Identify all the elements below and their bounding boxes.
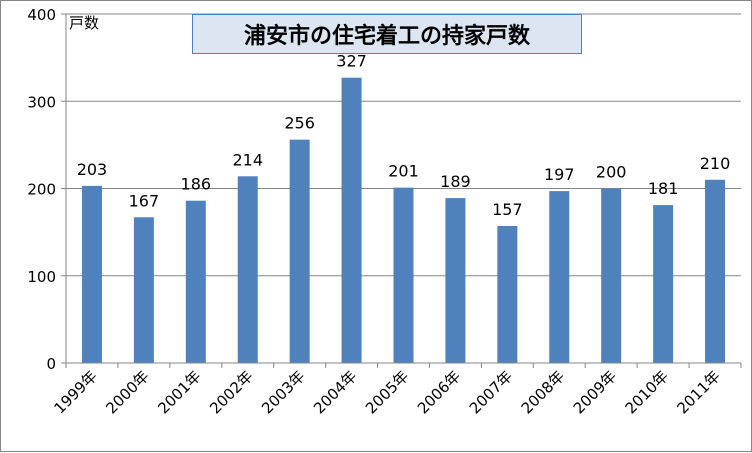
bar bbox=[653, 205, 674, 363]
x-tick-label: 2008年 bbox=[518, 367, 568, 417]
data-label: 214 bbox=[232, 150, 263, 169]
x-tick-label: 2007年 bbox=[466, 367, 516, 417]
x-tick-label: 2006年 bbox=[414, 367, 464, 417]
data-label: 200 bbox=[596, 163, 627, 182]
labels: 0 100 200 300 400 203 1999年 167 2000年 186 2001年 214… bbox=[27, 6, 730, 417]
bars bbox=[81, 77, 726, 363]
y-tick-label: 200 bbox=[27, 181, 56, 199]
x-tick-label: 2004年 bbox=[310, 367, 360, 417]
x-tick-label: 2009年 bbox=[570, 367, 620, 417]
bar bbox=[393, 187, 414, 363]
bar bbox=[133, 217, 154, 363]
bar bbox=[341, 77, 362, 363]
bar bbox=[549, 191, 570, 363]
bar bbox=[289, 139, 310, 363]
x-tick-label: 2011年 bbox=[674, 367, 724, 417]
y-tick-label: 0 bbox=[46, 355, 56, 373]
data-label: 197 bbox=[544, 165, 575, 184]
x-tick-label: 2010年 bbox=[622, 367, 672, 417]
data-label: 167 bbox=[129, 191, 160, 210]
x-tick-label: 2002年 bbox=[206, 367, 256, 417]
x-tick-label: 2003年 bbox=[258, 367, 308, 417]
y-tick-label: 100 bbox=[27, 268, 56, 286]
bar bbox=[601, 188, 622, 363]
bar bbox=[497, 226, 518, 363]
data-label: 189 bbox=[440, 172, 471, 191]
data-label: 203 bbox=[77, 160, 108, 179]
data-label: 210 bbox=[700, 154, 731, 173]
bar bbox=[185, 200, 206, 363]
x-tick-label: 2005年 bbox=[362, 367, 412, 417]
x-tick-label: 2000年 bbox=[102, 367, 152, 417]
y-tick-label: 400 bbox=[27, 6, 56, 24]
bar bbox=[81, 185, 102, 363]
bar bbox=[445, 198, 466, 363]
y-tick-label: 300 bbox=[27, 93, 56, 111]
axes bbox=[61, 13, 742, 368]
data-label: 201 bbox=[388, 162, 419, 181]
y-axis-label: 戸数 bbox=[69, 14, 99, 32]
x-tick-label: 2001年 bbox=[154, 367, 204, 417]
data-label: 327 bbox=[336, 52, 367, 71]
data-label: 256 bbox=[284, 114, 315, 133]
data-label: 186 bbox=[181, 175, 212, 194]
bar bbox=[237, 176, 258, 363]
x-tick-label: 1999年 bbox=[50, 367, 100, 417]
data-label: 181 bbox=[648, 179, 679, 198]
data-label: 157 bbox=[492, 200, 523, 219]
bar bbox=[705, 179, 726, 363]
chart-title: 浦安市の住宅着工の持家戸数 bbox=[192, 14, 582, 54]
